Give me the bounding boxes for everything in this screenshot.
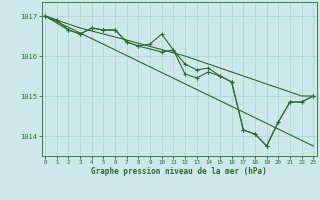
X-axis label: Graphe pression niveau de la mer (hPa): Graphe pression niveau de la mer (hPa)	[91, 167, 267, 176]
